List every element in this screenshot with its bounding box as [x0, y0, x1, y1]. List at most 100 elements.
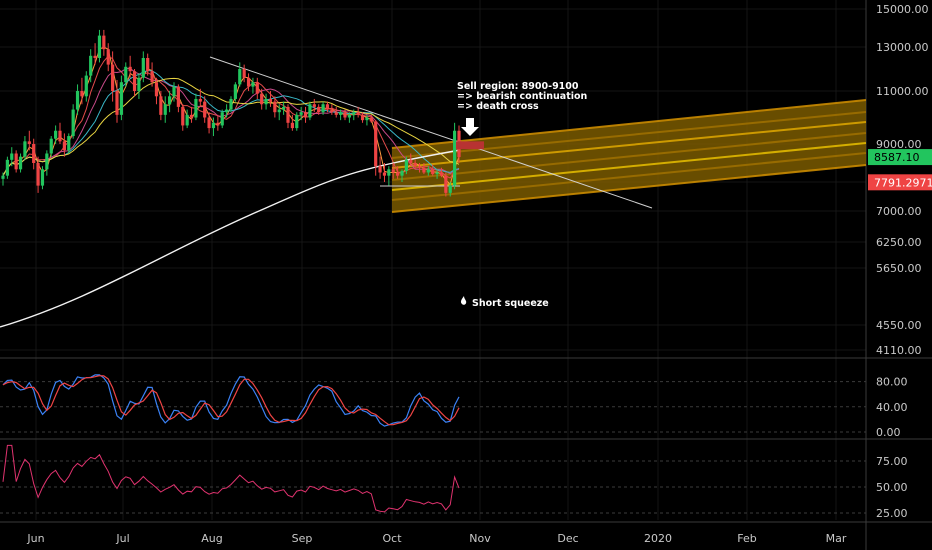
candle-body [62, 141, 66, 151]
candle-body [185, 114, 189, 126]
candle-body [273, 101, 277, 113]
candle-body [400, 170, 404, 176]
candle-body [303, 112, 308, 118]
channel-line [391, 142, 867, 191]
candle-body [268, 98, 273, 102]
candle-body [321, 104, 325, 113]
price-tick-label: 6250.00 [876, 236, 922, 249]
time-tick-label: Nov [469, 532, 491, 545]
candle-body [264, 98, 268, 105]
candle-body [317, 106, 321, 113]
price-tick-label: 4110.00 [876, 344, 922, 357]
candle-body [181, 106, 185, 126]
candle-body [176, 86, 180, 107]
sell-region-line-1: Sell region: 8900-9100 [457, 81, 579, 92]
stoch-tick-label: 80.00 [876, 376, 908, 389]
candle-body [448, 185, 452, 193]
candle-body [211, 122, 216, 129]
candle-body [396, 172, 400, 176]
price-tag-label: 7791.2971 [874, 176, 932, 189]
candle-body [75, 91, 80, 110]
time-tick-label: Oct [382, 532, 402, 545]
moving-average-line [2, 69, 460, 176]
candle-body [1, 175, 5, 179]
candle-body [378, 166, 382, 173]
candle-body [352, 112, 356, 115]
candle-body [439, 172, 444, 176]
candle-body [89, 55, 93, 76]
candle-body [312, 104, 316, 107]
candle-body [369, 117, 373, 122]
candle-body [159, 96, 163, 115]
candle-body [84, 75, 88, 97]
candle-body [102, 35, 106, 50]
candle-body [356, 112, 360, 115]
candle-body [453, 130, 457, 186]
candle-body [417, 166, 422, 168]
oscillator-panels [0, 374, 866, 514]
moving-averages [0, 46, 461, 328]
candle-body [207, 117, 211, 129]
price-tag-box [868, 174, 932, 191]
moving-average-line [2, 77, 460, 176]
time-tick-label: Sep [292, 532, 313, 545]
time-tick-label: Mar [826, 532, 847, 545]
candle-body [198, 98, 202, 102]
candle-body [290, 122, 294, 129]
candle-body [163, 104, 167, 115]
candle-body [277, 109, 281, 113]
time-tick-label: 2020 [644, 532, 672, 545]
price-tag-box [868, 149, 932, 166]
time-tick-label: Aug [201, 532, 222, 545]
candle-body [343, 112, 347, 118]
down-arrow-icon [461, 118, 479, 136]
rsi-tick-label: 75.00 [876, 455, 908, 468]
candle-body [71, 109, 75, 137]
regression-channel [391, 99, 867, 213]
candle-body [150, 71, 154, 83]
candle-body [382, 172, 387, 176]
price-tick-label: 15000.00 [876, 3, 929, 16]
candle-body [347, 114, 351, 118]
candle-body [339, 112, 343, 115]
candle-body [10, 153, 14, 160]
candle-body [391, 169, 395, 173]
stoch-tick-label: 40.00 [876, 401, 908, 414]
channel-line [391, 121, 867, 169]
price-tick-label: 11000.00 [876, 85, 929, 98]
price-tick-label: 9000.00 [876, 138, 922, 151]
candle-body [5, 159, 9, 176]
price-tag-label: 8587.10 [874, 151, 920, 164]
candle-body [435, 172, 439, 175]
candle-body [80, 91, 84, 97]
candle-body [27, 141, 31, 144]
time-tick-label: Feb [737, 532, 756, 545]
candle-body [119, 82, 123, 115]
candle-body [146, 58, 150, 72]
sell-region-box [456, 141, 484, 150]
candle-body [194, 98, 198, 118]
candle-body [14, 153, 18, 170]
candle-body [225, 109, 229, 113]
price-tick-label: 5650.00 [876, 262, 922, 275]
candle-body [286, 106, 290, 123]
candle-body [189, 114, 194, 118]
candle-body [334, 112, 338, 115]
candle-body [203, 101, 207, 118]
time-tick-label: Jun [26, 532, 44, 545]
sell-region-line-2: => bearish continuation [457, 91, 588, 102]
candle-body [251, 82, 255, 87]
candle-body [54, 130, 58, 139]
candle-body [141, 58, 145, 78]
channel-line [391, 152, 867, 201]
candle-body [325, 104, 330, 110]
candle-body [49, 138, 53, 154]
candle-body [413, 163, 417, 167]
price-tick-label: 7000.00 [876, 205, 922, 218]
stoch-k-line [2, 374, 460, 427]
sell-region-line-3: => death cross [457, 101, 539, 112]
candle-body [67, 136, 71, 151]
candle-body [132, 71, 137, 91]
rsi-line [2, 444, 460, 513]
